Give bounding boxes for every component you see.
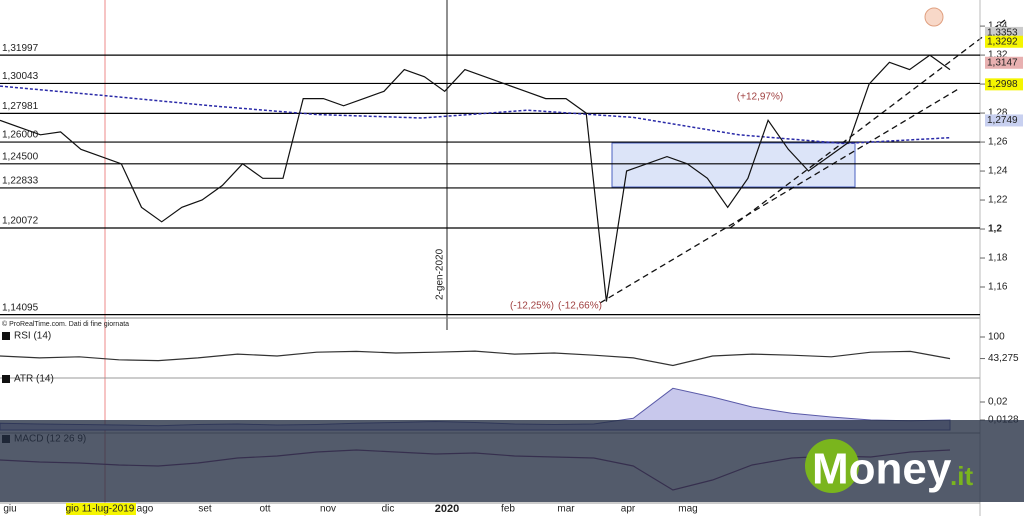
- y-tick-label: 1,28: [988, 108, 1008, 119]
- date-marker: 2-gen-2020: [435, 248, 446, 300]
- x-tick-label: gio 11-lug-2019: [66, 504, 135, 515]
- x-tick-label: feb: [501, 504, 515, 515]
- annotation: (-12,25%): [510, 301, 554, 312]
- y-tick-label: 1,16: [988, 282, 1008, 293]
- y-tick-label: 1,22: [988, 195, 1008, 206]
- price-tag-label: 1,2749: [987, 115, 1018, 126]
- price-tag: [985, 56, 1023, 69]
- last-value-label: 43,275: [988, 353, 1019, 364]
- x-tick-label: mag: [678, 504, 697, 515]
- logo-circle: [805, 439, 859, 493]
- panel-title-box: [2, 332, 10, 340]
- x-label-bg: [66, 503, 136, 515]
- x-tick-label: apr: [621, 504, 636, 515]
- level-label: 1,14095: [2, 302, 39, 313]
- y-tick-label: 100: [988, 332, 1005, 343]
- y-tick-label: 1,34: [988, 21, 1008, 32]
- y-tick-label: 1,24: [988, 166, 1008, 177]
- annotation: (-12,66%): [558, 301, 602, 312]
- level-label: 1,27981: [2, 101, 39, 112]
- price-tag: [985, 114, 1023, 127]
- series-line: [0, 54, 951, 302]
- x-tick-label: nov: [320, 504, 336, 515]
- x-tick-label: 2020: [435, 503, 459, 515]
- series-line: [0, 350, 951, 367]
- moving-average: [0, 85, 951, 145]
- price-tag: [985, 35, 1023, 48]
- logo-suffix: .it: [950, 461, 973, 491]
- price-tag-label: 1,3292: [987, 36, 1018, 47]
- level-label: 1,20072: [2, 216, 39, 227]
- level-label: 1,22833: [2, 176, 39, 187]
- level-label: 1,24500: [2, 151, 39, 162]
- level-label: 1,31997: [2, 43, 39, 54]
- y-tick-label: 1,26: [988, 137, 1008, 148]
- logo-name: Money: [812, 445, 952, 494]
- y-tick-label: 0,02: [988, 397, 1008, 408]
- price-tag-label: 1,2998: [987, 79, 1018, 90]
- annotation: (+12,97%): [737, 92, 783, 103]
- x-axis: giu gio 11-lug-2019 ago set ott nov dic 2020 feb…: [3, 503, 698, 515]
- y-tick-label: 1,2: [988, 224, 1002, 235]
- level-label: 1,26000: [2, 130, 39, 141]
- highlight-circle: [924, 7, 944, 27]
- x-tick-label: giu: [3, 504, 16, 515]
- price-tag-label: 1,3353: [987, 28, 1018, 39]
- range-box: [611, 142, 856, 188]
- x-tick-label: dic: [382, 504, 395, 515]
- source: © ProRealTime.com. Dati di fine giornata: [2, 320, 129, 328]
- price-tag: [985, 78, 1023, 91]
- panel-title-box: [2, 375, 10, 383]
- price-tag-label: 1,3147: [987, 57, 1018, 68]
- x-tick-label: ott: [259, 504, 270, 515]
- x-tick-label: mar: [557, 504, 575, 515]
- x-tick-label: set: [198, 504, 212, 515]
- level-label: 1,30043: [2, 71, 39, 82]
- panel-title: RSI (14): [14, 331, 51, 342]
- plots: 1,341,321,31,281,261,241,221,21,181,161,…: [0, 21, 1023, 504]
- trendline: [729, 19, 1006, 229]
- panel-title: ATR (14): [14, 374, 54, 385]
- y-tick-label: 1,18: [988, 253, 1008, 264]
- x-tick-label: ago: [137, 504, 154, 515]
- y-tick-label: 1,32: [988, 50, 1008, 61]
